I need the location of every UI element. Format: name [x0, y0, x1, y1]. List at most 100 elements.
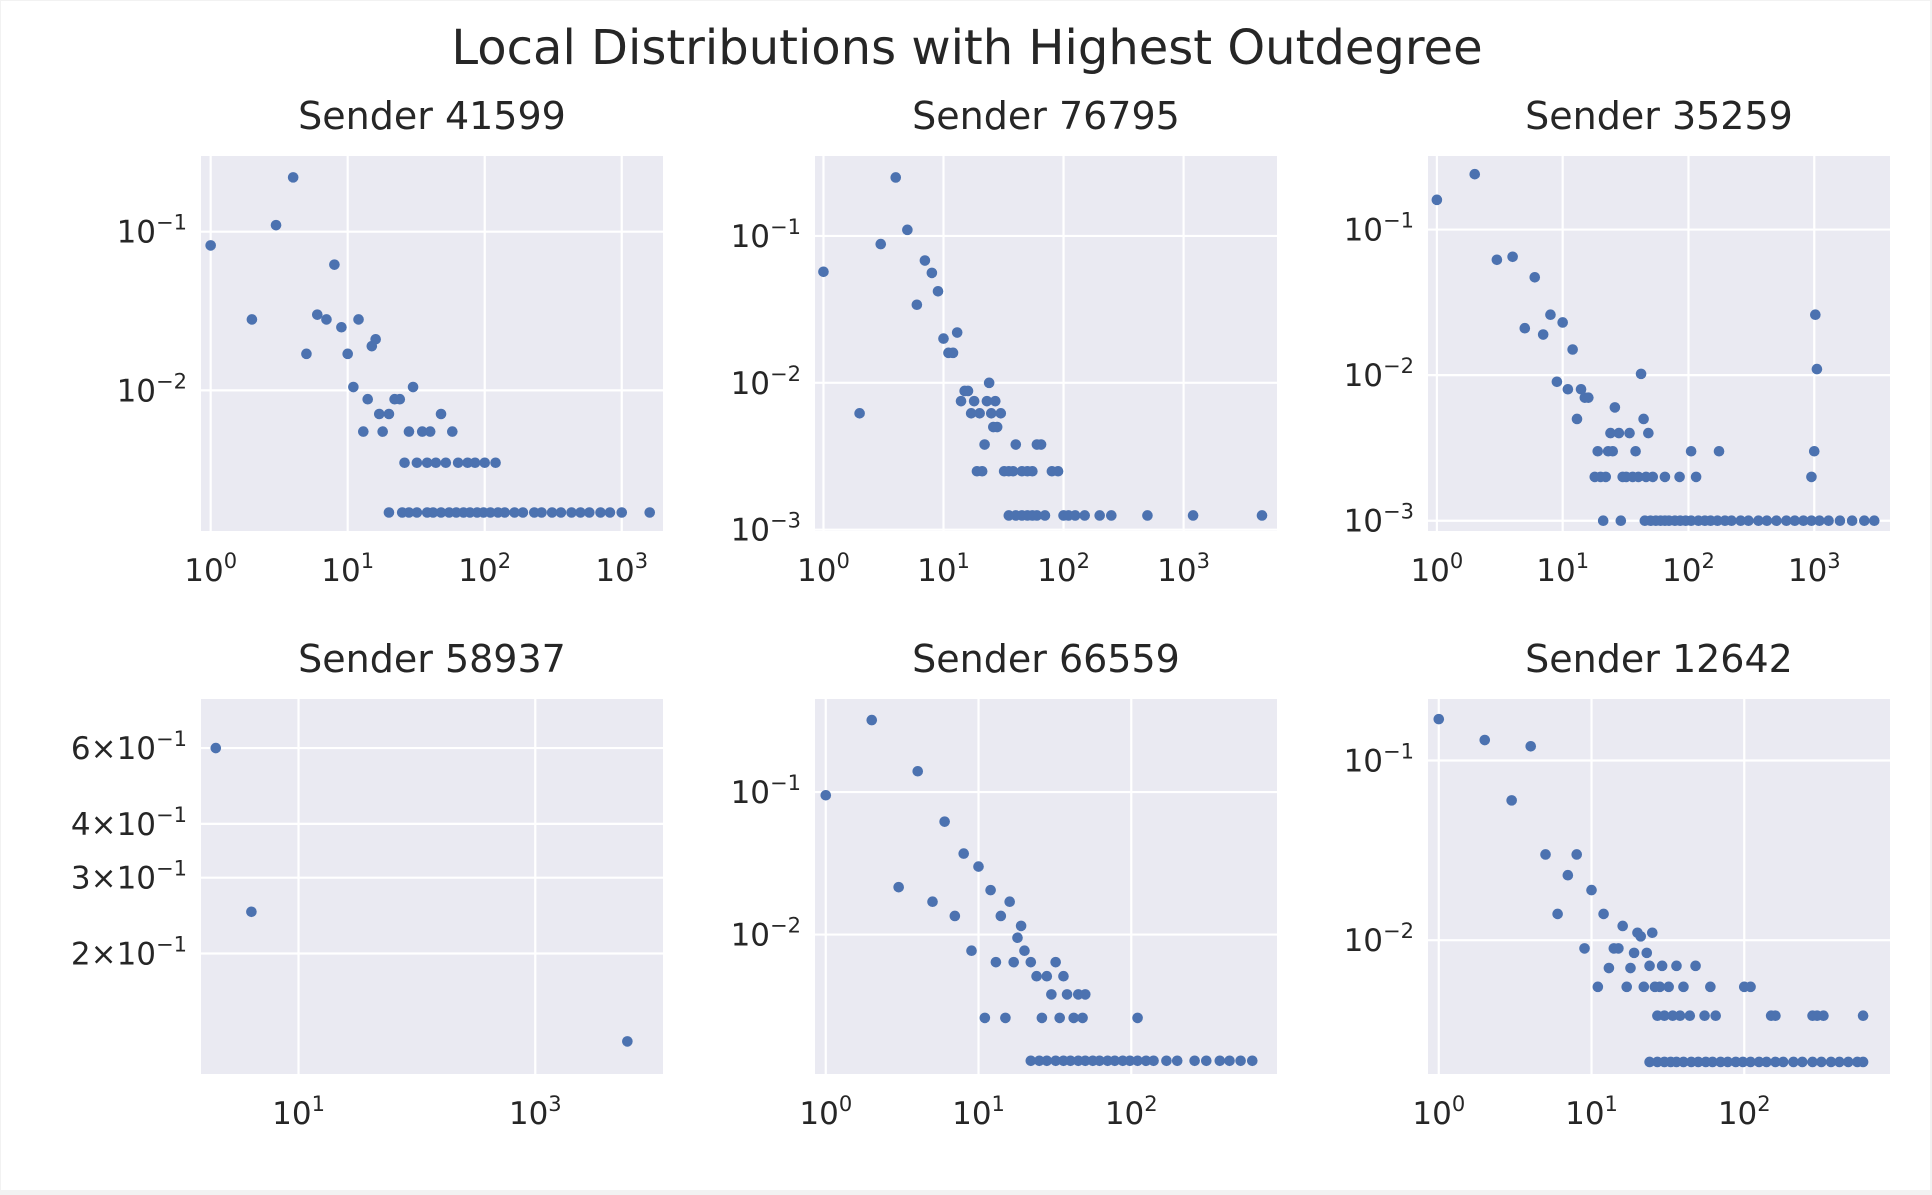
data-point [1171, 1055, 1183, 1067]
data-point [536, 507, 547, 518]
data-point [1644, 960, 1655, 972]
data-point [479, 457, 491, 469]
data-point [622, 1036, 633, 1047]
data-point [1630, 445, 1641, 457]
data-point [342, 348, 353, 360]
data-point [1685, 515, 1697, 527]
data-point [1189, 1055, 1200, 1067]
data-point [435, 507, 447, 518]
data-point [1624, 427, 1635, 439]
y-tick-label: 10−2 [731, 362, 801, 402]
x-tick-label: 103 [1788, 549, 1841, 589]
data-point [938, 333, 949, 344]
data-point [1644, 1056, 1655, 1068]
data-point [1041, 1055, 1053, 1067]
data-point [947, 347, 959, 359]
data-point [1770, 1056, 1781, 1068]
subplot-4: 101 103 6×10−1 4×10−1 3×10−1 2×10−1 [71, 699, 663, 1132]
data-point [1015, 920, 1027, 932]
data-point [377, 426, 388, 437]
data-point [1712, 515, 1723, 527]
data-point [1690, 471, 1702, 483]
data-point [1761, 1056, 1772, 1068]
data-point [939, 816, 950, 827]
x-tick-label: 101 [917, 549, 970, 589]
data-point [1065, 1055, 1076, 1067]
data-point [1607, 445, 1619, 457]
y-tick-label: 10−2 [1344, 354, 1414, 394]
data-point [1771, 515, 1782, 527]
data-point [1479, 734, 1491, 746]
data-point [1635, 368, 1647, 380]
data-point [1685, 445, 1697, 457]
data-point [1605, 427, 1616, 439]
data-point [430, 457, 442, 469]
data-point [1551, 376, 1563, 388]
y-tick-label: 10−1 [117, 211, 187, 251]
data-point [1628, 947, 1640, 959]
data-point [1571, 849, 1583, 860]
data-point [1506, 795, 1517, 806]
data-point [1061, 989, 1073, 1000]
y-tick-label: 4×10−1 [71, 803, 187, 843]
data-point [1613, 943, 1624, 954]
data-point [1069, 510, 1081, 521]
y-tick-label: 2×10−1 [71, 933, 187, 973]
data-point [348, 381, 359, 393]
x-tick-label: 103 [595, 549, 648, 589]
data-point [287, 172, 299, 183]
data-point [1575, 383, 1587, 395]
data-point [644, 507, 656, 518]
data-point [1027, 465, 1038, 477]
data-point [1142, 510, 1153, 521]
data-point [210, 742, 222, 754]
data-point [1834, 515, 1846, 527]
data-point [403, 426, 415, 437]
y-tick-label: 10−1 [731, 215, 801, 255]
data-point [1798, 515, 1809, 527]
data-point [517, 507, 529, 518]
data-point [1010, 439, 1022, 450]
data-point [926, 267, 938, 279]
data-point [1857, 1010, 1869, 1021]
chart-suptitle: Local Distributions with Highest Outdegr… [451, 20, 1483, 76]
data-point [983, 377, 995, 389]
data-point [1031, 510, 1043, 521]
data-point [584, 507, 595, 518]
data-point [427, 507, 439, 518]
data-point [973, 861, 984, 872]
data-point [1674, 1010, 1686, 1021]
data-point [440, 457, 452, 469]
data-point [1579, 943, 1590, 954]
x-tick-label: 100 [1410, 549, 1463, 589]
data-point [911, 299, 923, 311]
data-point [955, 395, 967, 407]
x-tick-label: 102 [1662, 549, 1715, 589]
data-point [1857, 1056, 1869, 1068]
panel-title-5: Sender 66559 [912, 637, 1180, 681]
data-point [1079, 510, 1090, 521]
data-point [1519, 322, 1531, 334]
data-point [1079, 989, 1091, 1000]
x-tick-label: 102 [1105, 1092, 1158, 1132]
data-point [462, 457, 473, 469]
data-point [1789, 515, 1801, 527]
data-point [1598, 908, 1609, 920]
data-point [890, 172, 902, 183]
data-point [1025, 956, 1037, 968]
data-point [1540, 849, 1551, 860]
data-point [1132, 1055, 1143, 1067]
data-point [966, 945, 977, 957]
data-point [1743, 515, 1754, 527]
data-point [362, 393, 374, 405]
data-point [1246, 1055, 1258, 1067]
y-tick-label: 6×10−1 [71, 727, 187, 767]
data-point [246, 906, 257, 918]
data-point [1699, 1010, 1710, 1021]
data-point [1633, 471, 1644, 483]
x-tick-label: 101 [952, 1092, 1005, 1132]
data-point [1806, 515, 1817, 527]
data-point [932, 285, 944, 297]
data-point [1132, 1012, 1143, 1024]
